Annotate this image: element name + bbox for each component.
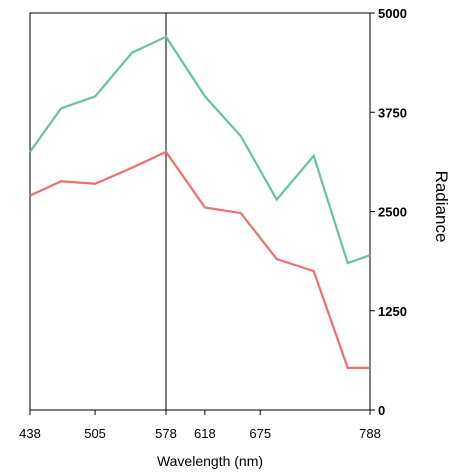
x-tick-label: 438 xyxy=(19,426,41,441)
x-axis-title: Wavelength (nm) xyxy=(157,453,263,469)
y-tick-label: 3750 xyxy=(378,105,407,120)
series-layer xyxy=(29,35,371,369)
y-tick-label: 0 xyxy=(378,403,385,418)
series-line-1 xyxy=(29,35,371,265)
plot-frame xyxy=(29,12,371,411)
y-axis-ticks: 0 1250 2500 3750 5000 xyxy=(370,6,407,418)
y-tick-label: 1250 xyxy=(378,304,407,319)
x-tick-label: 788 xyxy=(359,426,381,441)
x-tick-label: 675 xyxy=(249,426,271,441)
x-tick-label: 505 xyxy=(84,426,106,441)
x-axis-ticks: 438 505 578 618 675 788 xyxy=(19,410,381,441)
y-tick-label: 2500 xyxy=(378,205,407,220)
x-tick-label: 618 xyxy=(194,426,216,441)
series-line-2 xyxy=(29,150,370,369)
y-tick-label: 5000 xyxy=(378,6,407,21)
x-tick-label: 578 xyxy=(155,426,177,441)
y-axis-title: Radiance xyxy=(432,171,450,243)
